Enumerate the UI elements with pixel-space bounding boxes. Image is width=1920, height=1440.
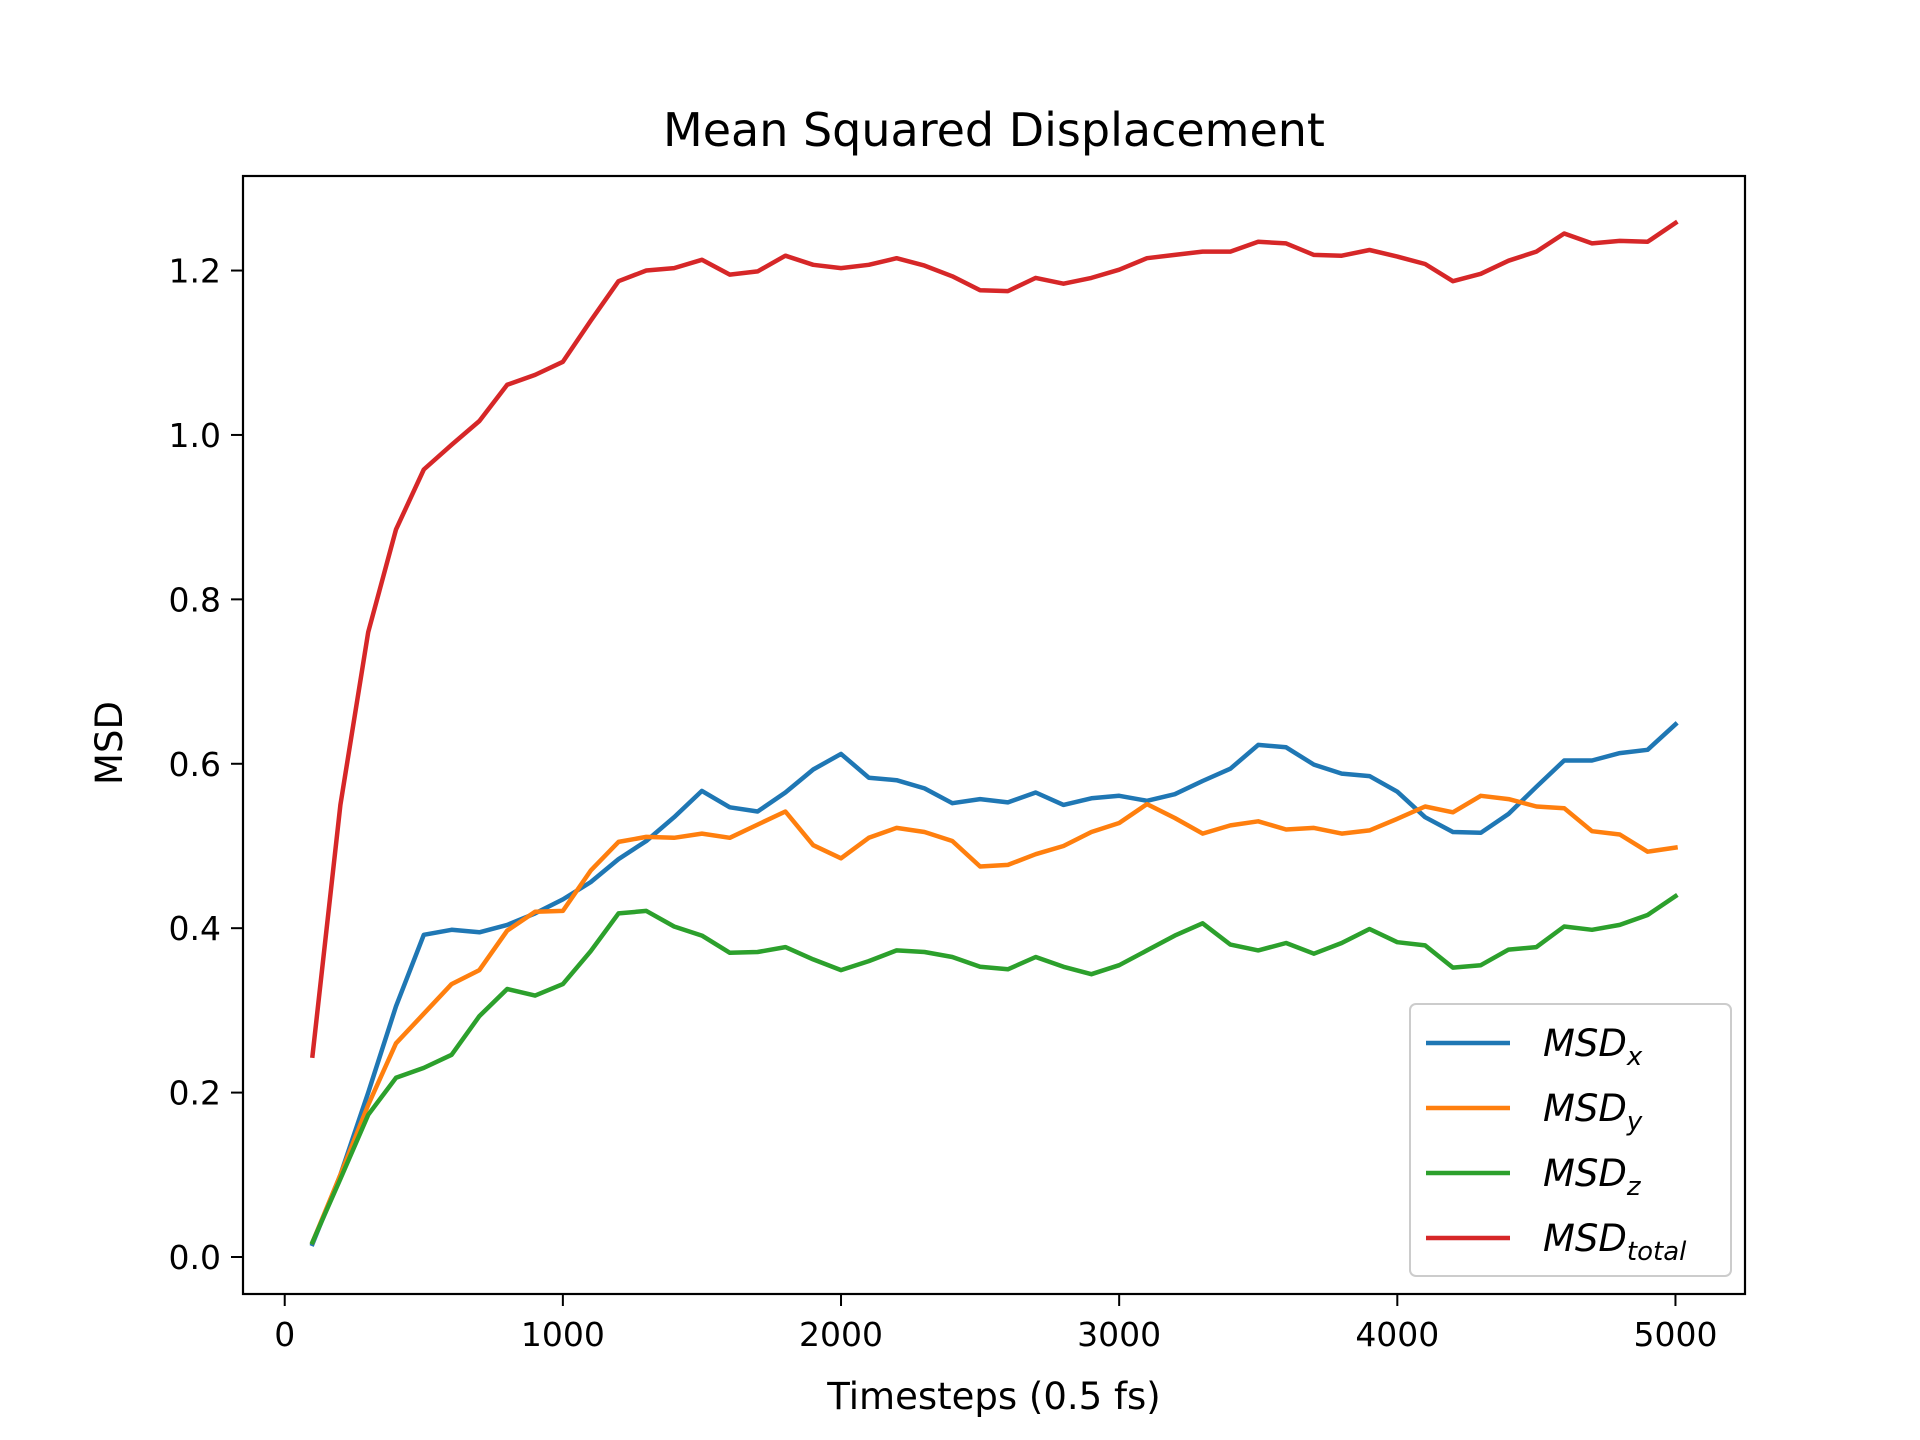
x-tick-label: 0	[274, 1315, 295, 1354]
y-tick-label: 0.4	[169, 909, 221, 948]
series-line-y	[309, 793, 1679, 1246]
y-tick-label: 0.6	[169, 745, 221, 784]
y-tick-label: 1.0	[169, 416, 221, 455]
legend-label-z: MSDz	[1543, 1152, 1642, 1202]
plot-lines	[309, 219, 1679, 1247]
x-tick-label: 5000	[1633, 1315, 1717, 1354]
plot-frame	[241, 174, 1747, 1296]
legend-label-y: MSDy	[1543, 1087, 1643, 1137]
x-axis-label: Timesteps (0.5 fs)	[826, 1375, 1160, 1418]
x-tick-label: 2000	[799, 1315, 883, 1354]
x-tick-label: 3000	[1077, 1315, 1161, 1354]
y-tick-label: 0.0	[169, 1238, 221, 1277]
y-tick-label: 1.2	[169, 252, 221, 291]
x-tick-label: 4000	[1355, 1315, 1439, 1354]
series-line-z	[309, 892, 1679, 1246]
x-tick-label: 1000	[521, 1315, 605, 1354]
axes: 0 1000 2000 3000 4000 5000 0.0 0.2 0.4 0.6 0.8 1.0 1…	[169, 174, 1747, 1354]
y-tick-label: 0.8	[169, 580, 221, 619]
legend-box	[1409, 1003, 1732, 1277]
y-tick-label: 0.2	[169, 1074, 221, 1113]
chart-title: Mean Squared Displacement	[663, 103, 1325, 157]
legend-label-x: MSDx	[1543, 1022, 1643, 1072]
y-axis-label: MSD	[88, 701, 131, 785]
series-line-total	[310, 219, 1679, 1059]
